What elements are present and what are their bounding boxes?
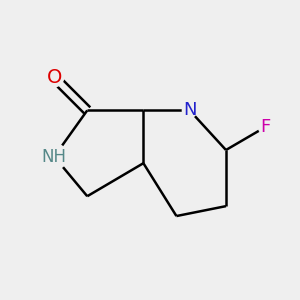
Circle shape [258, 120, 273, 134]
Text: N: N [183, 101, 196, 119]
Text: NH: NH [42, 148, 67, 166]
Circle shape [45, 68, 64, 87]
Circle shape [182, 103, 197, 118]
Text: F: F [260, 118, 271, 136]
Text: O: O [46, 68, 62, 87]
Circle shape [41, 143, 67, 170]
